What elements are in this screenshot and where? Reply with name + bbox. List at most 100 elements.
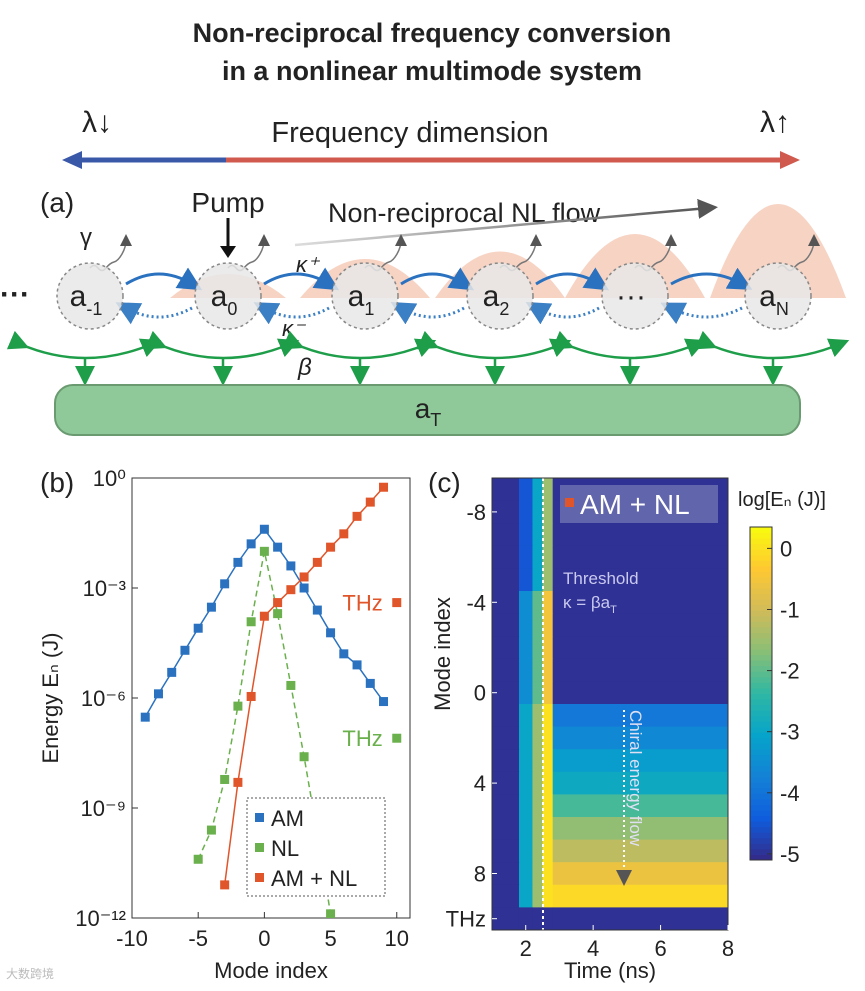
heat-cell (532, 884, 544, 908)
point (220, 579, 230, 589)
legend-swatch (565, 498, 574, 507)
coupling-back (660, 302, 743, 325)
heat-cell (532, 771, 544, 795)
mode-label: a1 (348, 280, 375, 319)
title-line: Non-reciprocal frequency conversion (193, 18, 672, 48)
annotation: Threshold (563, 569, 639, 588)
heat-cell (518, 658, 533, 682)
x-tick-label: 2 (520, 936, 532, 961)
point (259, 611, 269, 621)
heat-cell (552, 771, 729, 795)
lambda-left: λ↓ (82, 106, 112, 139)
y-tick-label: 10⁻³ (83, 576, 126, 601)
heat-cell (492, 613, 520, 637)
plot-area (140, 482, 389, 918)
colorbar-step (750, 793, 772, 800)
heat-cell (532, 704, 544, 728)
heat-cell (518, 478, 533, 502)
heat-cell (542, 636, 554, 660)
heat-cell (518, 794, 533, 818)
colorbar-step (750, 804, 772, 811)
mode-circle (56, 262, 124, 330)
heat-cell (532, 500, 544, 524)
y-tick-label: 10⁻⁶ (81, 686, 126, 711)
colorbar-tick-label: -4 (780, 781, 800, 806)
x-tick-label: -5 (188, 926, 208, 951)
point (352, 511, 362, 521)
colorbar-step (750, 743, 772, 750)
mode-sub: 1 (364, 299, 374, 319)
mode-circle (331, 262, 399, 330)
legend-swatch (255, 813, 264, 822)
mode-circle (744, 262, 812, 330)
heat-cell (542, 545, 554, 569)
colorbar-step (750, 638, 772, 645)
y-tick-label: -4 (466, 590, 486, 615)
colorbar-step (750, 826, 772, 833)
panel-label: (b) (40, 467, 74, 498)
heat-cell (552, 817, 729, 841)
y-tick-label: 10⁻¹² (75, 906, 126, 931)
heat-cell (532, 591, 544, 615)
point (286, 585, 296, 595)
colorbar-step (750, 726, 772, 733)
mode-sub: 2 (499, 299, 509, 319)
colorbar-tick-label: -5 (780, 842, 800, 867)
y-tick-label: 0 (474, 681, 486, 706)
point (206, 602, 216, 612)
heat-cell (518, 726, 533, 750)
heat-cell (492, 500, 520, 524)
legend-swatch (255, 873, 264, 882)
coupling-back (115, 302, 193, 325)
heat-cell (542, 704, 554, 728)
y-tick-label: 8 (474, 862, 486, 887)
x-tick-label: 0 (258, 926, 270, 951)
colorbar-step (750, 682, 772, 689)
beta: β (297, 354, 312, 381)
colorbar-step (750, 626, 772, 633)
heat-cell (542, 681, 554, 705)
colorbar-step (750, 671, 772, 678)
heat-cell (542, 771, 554, 795)
point (365, 497, 375, 507)
mode-sub: N (776, 299, 789, 319)
heat-cell (542, 591, 554, 615)
heat-cell (518, 862, 533, 886)
heat-cell (552, 658, 729, 682)
colorbar-step (750, 571, 772, 578)
beta-coupling (144, 330, 300, 360)
mode-base: a (70, 280, 87, 313)
x-tick-label: 5 (324, 926, 336, 951)
flow-arrow (294, 198, 718, 247)
annotation: κ = βaT (563, 593, 617, 616)
heat-cell (492, 658, 520, 682)
heat-cell (492, 681, 520, 705)
coupling-forward (535, 267, 610, 291)
x-tick-label: -10 (116, 926, 148, 951)
heat-cell (532, 613, 544, 637)
heat-cell (532, 817, 544, 841)
colorbar-tick-label: -1 (780, 597, 800, 622)
heat-cell (552, 523, 729, 547)
x-axis-label: Time (ns) (564, 958, 656, 983)
coupling-forward (263, 267, 340, 291)
mode-label: a0 (211, 280, 238, 319)
series-line (144, 528, 385, 718)
point (299, 583, 309, 593)
colorbar-step (750, 576, 772, 583)
heat-cell (552, 749, 729, 773)
heat-cell (552, 907, 729, 931)
annotation: Chiral energy flow (626, 710, 645, 847)
heat-cell (518, 500, 533, 524)
point (193, 854, 203, 864)
heat-cell (492, 794, 520, 818)
point (273, 598, 283, 608)
heat-cell (518, 591, 533, 615)
annotation-formula: κ = βa (563, 593, 611, 612)
annotation-sub: T (610, 604, 617, 616)
colorbar-step (750, 843, 772, 850)
heat-cell (552, 726, 729, 750)
point (206, 825, 216, 835)
colorbar-step (750, 837, 772, 844)
point (259, 546, 269, 556)
